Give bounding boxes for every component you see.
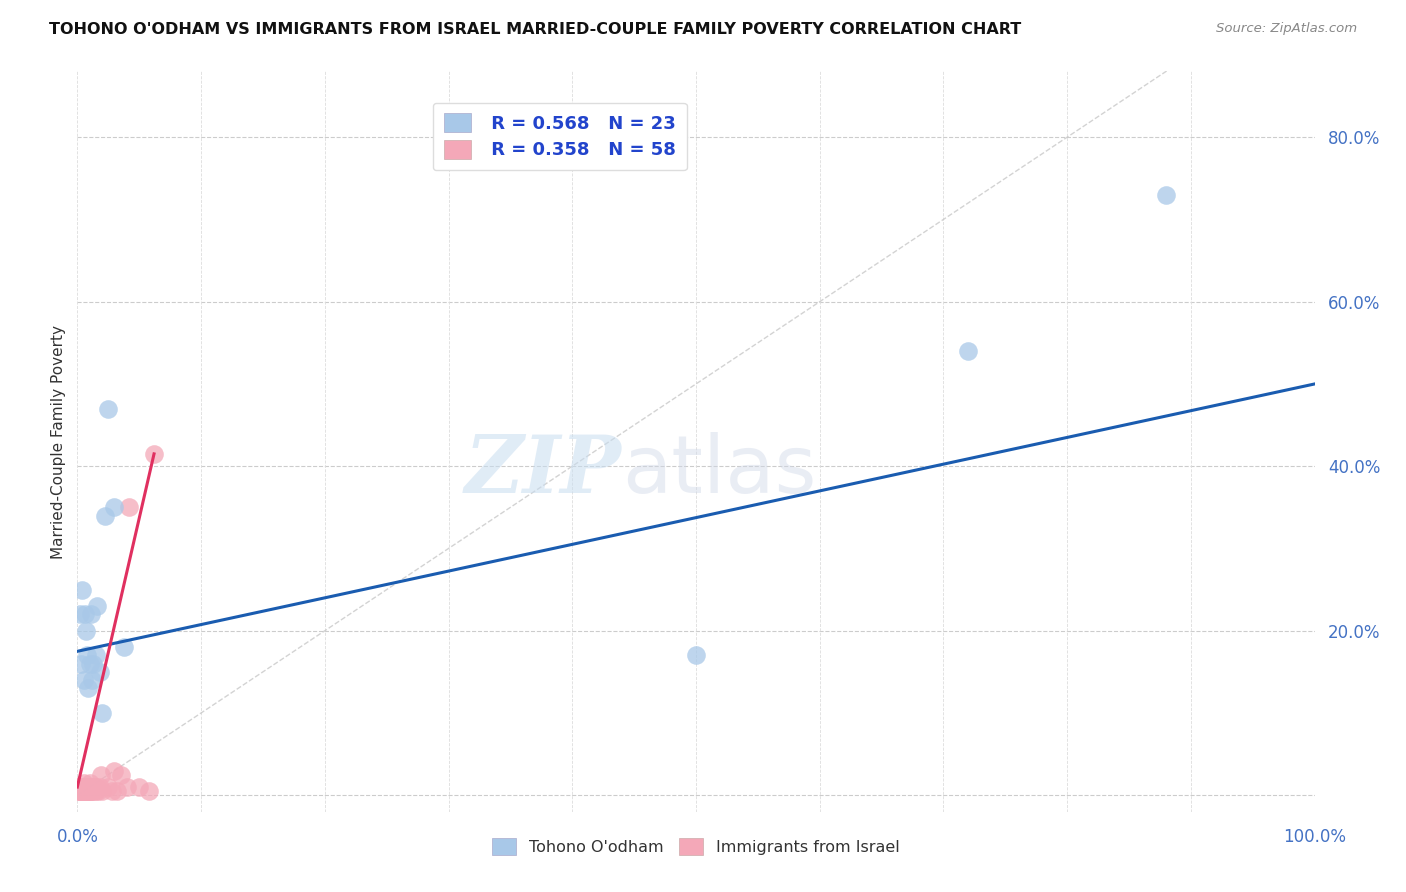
Point <box>76 781 98 796</box>
Point <box>69 784 91 798</box>
Point <box>67 784 90 798</box>
Point <box>75 780 97 794</box>
Text: TOHONO O'ODHAM VS IMMIGRANTS FROM ISRAEL MARRIED-COUPLE FAMILY POVERTY CORRELATI: TOHONO O'ODHAM VS IMMIGRANTS FROM ISRAEL… <box>49 22 1022 37</box>
Point <box>73 784 96 798</box>
Point <box>80 607 103 622</box>
Point <box>72 784 94 798</box>
Point <box>84 780 107 794</box>
Point <box>72 780 94 794</box>
Point <box>86 599 108 613</box>
Point <box>97 401 120 416</box>
Point <box>76 784 98 798</box>
Point <box>79 784 101 798</box>
Point <box>82 784 104 798</box>
Point <box>75 624 97 638</box>
Point <box>91 706 114 720</box>
Point <box>143 447 166 461</box>
Point <box>82 673 104 687</box>
Point <box>73 784 96 798</box>
Point <box>77 681 100 696</box>
Point <box>138 784 160 798</box>
Point <box>82 784 104 798</box>
Point <box>83 780 105 794</box>
Point <box>72 673 94 687</box>
Text: Source: ZipAtlas.com: Source: ZipAtlas.com <box>1216 22 1357 36</box>
Point <box>79 776 101 790</box>
Point <box>73 607 96 622</box>
Point <box>75 784 97 798</box>
Point <box>67 780 90 794</box>
Point <box>93 508 115 523</box>
Point <box>118 500 141 515</box>
Point <box>91 784 114 798</box>
Point <box>76 648 98 663</box>
Point <box>84 784 107 798</box>
Point <box>70 780 93 794</box>
Point <box>72 780 94 794</box>
Point <box>685 648 707 663</box>
Point <box>84 648 107 663</box>
Point <box>80 780 103 794</box>
Y-axis label: Married-Couple Family Poverty: Married-Couple Family Poverty <box>51 325 66 558</box>
Legend: Tohono O'odham, Immigrants from Israel: Tohono O'odham, Immigrants from Israel <box>484 830 908 863</box>
Point <box>82 780 104 794</box>
Point <box>89 665 111 679</box>
Point <box>77 784 100 798</box>
Point <box>72 781 94 796</box>
Point <box>72 784 94 798</box>
Point <box>67 781 90 796</box>
Point <box>97 780 120 794</box>
Point <box>89 780 111 794</box>
Point <box>70 784 93 798</box>
Point <box>69 784 91 798</box>
Point <box>79 657 101 671</box>
Point <box>70 784 93 798</box>
Point <box>72 776 94 790</box>
Point <box>103 764 125 778</box>
Point <box>90 767 112 781</box>
Point <box>105 784 128 798</box>
Point <box>1154 187 1177 202</box>
Text: atlas: atlas <box>621 432 815 510</box>
Point <box>70 781 93 796</box>
Point <box>70 657 93 671</box>
Point <box>79 784 101 798</box>
Point <box>69 781 91 796</box>
Point <box>103 500 125 515</box>
Point <box>115 780 138 794</box>
Point <box>87 784 110 798</box>
Point <box>72 784 94 798</box>
Point <box>67 784 90 798</box>
Point <box>128 780 150 794</box>
Point <box>110 767 132 781</box>
Point <box>75 781 97 796</box>
Point <box>112 640 135 655</box>
Point <box>73 781 96 796</box>
Text: ZIP: ZIP <box>465 433 621 510</box>
Point <box>101 784 124 798</box>
Point <box>79 780 101 794</box>
Point <box>86 781 108 796</box>
Point <box>77 780 100 794</box>
Point <box>69 607 91 622</box>
Point <box>80 784 103 798</box>
Point <box>72 784 94 798</box>
Point <box>957 344 980 359</box>
Point <box>82 781 104 796</box>
Point <box>72 582 94 597</box>
Point <box>82 657 104 671</box>
Point <box>72 781 94 796</box>
